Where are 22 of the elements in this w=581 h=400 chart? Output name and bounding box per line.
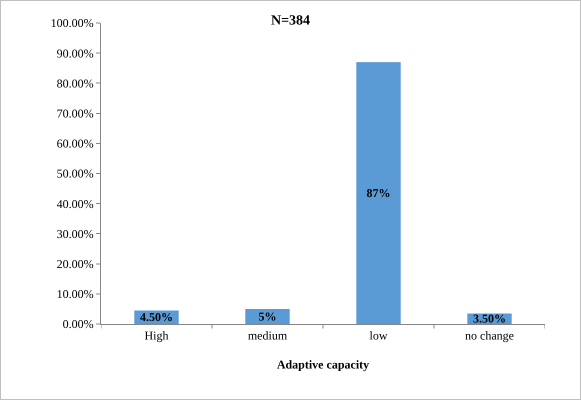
- x-tick-label: no change: [465, 328, 514, 342]
- x-tick-label: medium: [248, 328, 288, 342]
- y-tick-label: 90.00%: [56, 46, 94, 60]
- y-tick-label: 50.00%: [56, 166, 94, 181]
- data-label: 3.50%: [473, 312, 506, 326]
- y-tick-label: 80.00%: [56, 76, 94, 90]
- y-tick-label: 10.00%: [56, 287, 94, 302]
- data-label: 5%: [258, 309, 276, 324]
- x-tick-label: High: [144, 328, 168, 342]
- x-tick-label: low: [370, 328, 388, 342]
- y-tick-label: 60.00%: [56, 136, 94, 151]
- y-tick-label: 100.00%: [50, 16, 94, 30]
- y-tick-label: 30.00%: [56, 226, 94, 241]
- data-label: 87%: [366, 186, 390, 200]
- x-axis-title: Adaptive capacity: [276, 357, 370, 372]
- y-tick-label: 40.00%: [56, 196, 94, 211]
- data-label: 4.50%: [140, 310, 173, 324]
- bar: [356, 62, 401, 324]
- y-tick-label: 70.00%: [56, 106, 94, 120]
- y-tick-label: 0.00%: [62, 317, 94, 332]
- y-tick-label: 20.00%: [56, 257, 94, 271]
- chart-title: N=384: [270, 14, 310, 29]
